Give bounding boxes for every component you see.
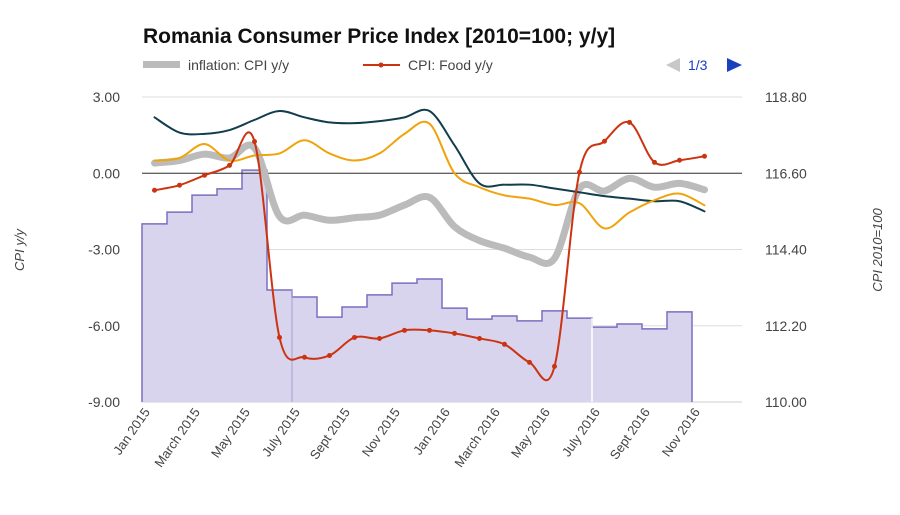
food-cpi-point <box>327 352 332 358</box>
food-cpi-point <box>477 335 482 341</box>
food-cpi-point <box>577 169 582 175</box>
x-axis-tick-label: Sept 2015 <box>307 405 353 462</box>
food-cpi-point <box>527 359 532 365</box>
cpi-index-bar <box>242 170 267 402</box>
x-axis-tick-label: Nov 2016 <box>659 405 703 459</box>
series-navy-line <box>153 108 706 213</box>
legend: inflation: CPI y/y CPI: Food y/y 1/3 <box>143 57 742 73</box>
legend-label-inflation[interactable]: inflation: CPI y/y <box>188 57 289 73</box>
food-cpi-point <box>202 172 207 178</box>
cpi-index-area <box>141 169 693 402</box>
x-axis-tick-label: Sept 2016 <box>607 405 653 462</box>
cpi-index-bar <box>542 310 567 402</box>
legend-prev-page-icon[interactable] <box>666 58 680 72</box>
food-cpi-point <box>427 327 432 333</box>
left-axis-tick-label: -6.00 <box>88 318 120 334</box>
legend-page-indicator: 1/3 <box>688 57 708 73</box>
x-axis-tick-label: May 2015 <box>208 405 253 460</box>
cpi-index-bar <box>317 317 342 402</box>
cpi-index-bar <box>217 188 242 402</box>
vertical-gridlines <box>291 290 593 402</box>
cpi-index-bar <box>267 290 292 402</box>
cpi-index-bar <box>367 294 392 402</box>
food-cpi-point <box>702 153 707 159</box>
cpi-index-bar <box>492 316 517 402</box>
cpi-index-bar <box>342 307 367 402</box>
chart-title: Romania Consumer Price Index [2010=100; … <box>143 25 615 48</box>
cpi-index-bar <box>467 319 492 402</box>
inflation-cpi-line <box>151 141 708 267</box>
legend-next-page-icon[interactable] <box>727 58 742 72</box>
food-cpi-point <box>177 182 182 188</box>
cpi-index-bar <box>292 296 317 402</box>
food-cpi-point <box>452 330 457 336</box>
x-axis-tick-label: Jan 2016 <box>410 405 453 457</box>
cpi-index-bar <box>667 311 692 402</box>
food-cpi-point <box>627 119 632 125</box>
right-axis-tick-label: 118.80 <box>765 89 807 105</box>
right-axis-title: CPI 2010=100 <box>870 207 885 291</box>
left-axis-tick-label: -3.00 <box>88 242 120 258</box>
food-cpi-point <box>602 138 607 144</box>
food-cpi-point <box>277 334 282 340</box>
left-axis-title: CPI y/y <box>12 228 27 271</box>
cpi-index-bar <box>192 195 217 402</box>
food-cpi-point <box>652 159 657 165</box>
cpi-index-bar <box>442 308 467 402</box>
food-cpi-point <box>402 327 407 333</box>
food-cpi-point <box>677 157 682 163</box>
cpi-index-bar <box>142 223 167 402</box>
cpi-index-bar <box>392 283 417 402</box>
food-cpi-point <box>552 363 557 369</box>
left-axis-tick-label: 3.00 <box>93 89 120 105</box>
x-axis-tick-label: Nov 2015 <box>359 405 403 459</box>
legend-swatch-inflation <box>143 61 180 68</box>
food-cpi-point <box>252 138 257 144</box>
right-axis-tick-label: 116.60 <box>765 165 807 181</box>
cpi-index-bar <box>167 212 192 402</box>
cpi-index-bar <box>617 324 642 402</box>
food-cpi-point <box>227 162 232 168</box>
x-axis-tick-label: Jan 2015 <box>110 405 153 457</box>
food-cpi-point <box>502 341 507 347</box>
x-axis-tick-label: May 2016 <box>508 405 553 460</box>
right-axis-tick-label: 112.20 <box>765 318 807 334</box>
cpi-index-step-line <box>141 169 693 402</box>
left-axis-tick-label: -9.00 <box>88 394 120 410</box>
right-axis-tick-label: 114.40 <box>765 242 807 258</box>
x-axis-tick-label: March 2015 <box>151 405 203 470</box>
legend-label-food[interactable]: CPI: Food y/y <box>408 57 493 73</box>
series-orange-line <box>153 120 706 230</box>
left-axis-tick-label: 0.00 <box>93 165 120 181</box>
food-cpi-point <box>352 334 357 340</box>
right-axis-tick-label: 110.00 <box>765 394 807 410</box>
legend-swatch-food-dot <box>378 62 384 68</box>
x-axis-tick-label: July 2015 <box>259 405 303 459</box>
series-lines <box>151 108 708 382</box>
food-cpi-point <box>377 335 382 341</box>
cpi-index-bar <box>592 327 617 402</box>
cpi-index-bar <box>642 328 667 402</box>
cpi-index-bar <box>417 278 442 402</box>
x-axis-tick-label: July 2016 <box>559 405 603 459</box>
cpi-index-bar <box>567 318 592 402</box>
food-cpi-point <box>302 354 307 360</box>
x-axis-tick-label: March 2016 <box>451 405 503 470</box>
food-cpi-point <box>152 187 157 193</box>
